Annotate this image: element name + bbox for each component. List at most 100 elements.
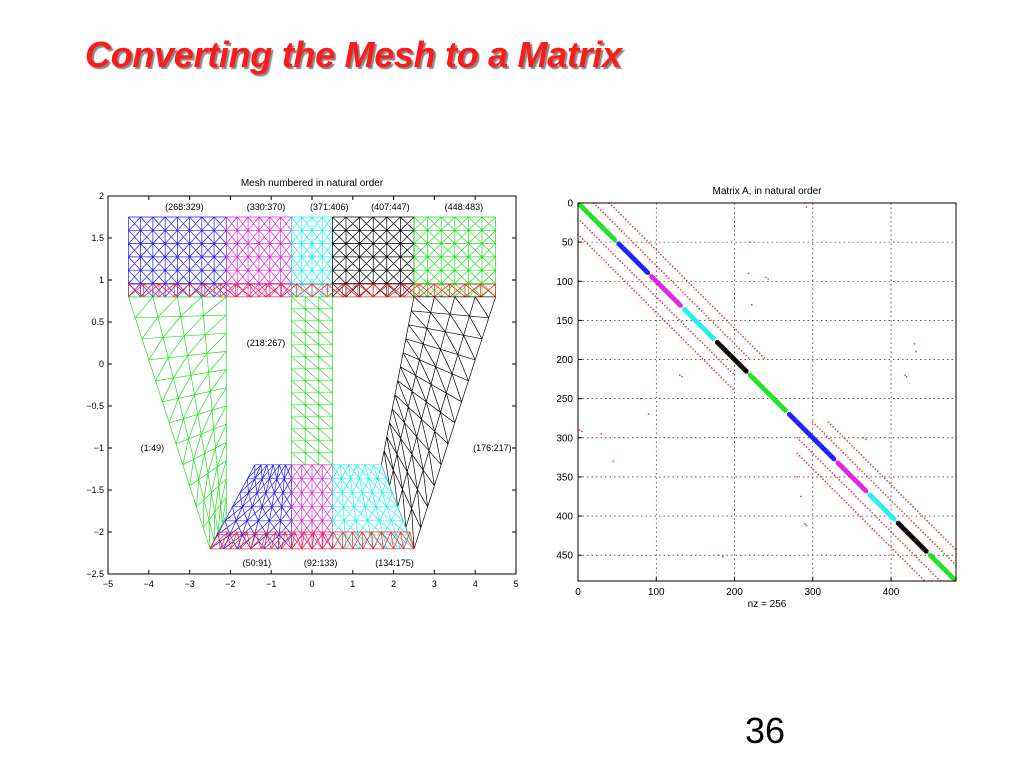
spy-diag-point — [672, 296, 675, 299]
spy-offdiag-point — [584, 224, 586, 227]
mesh-region-label: (330:370) — [247, 202, 286, 212]
spy-diag-point — [668, 293, 671, 295]
spy-diag-point — [719, 347, 722, 349]
spy-diag-point — [950, 574, 953, 577]
spy-diag-point — [874, 498, 877, 501]
spy-diag-point — [690, 314, 693, 317]
spy-offdiag-point — [659, 315, 661, 318]
spy-diag-point — [943, 569, 945, 571]
spy-diag-point — [805, 431, 808, 434]
spy-diag-point — [583, 207, 585, 210]
spy-diag-point — [946, 572, 949, 574]
spy-diag-point — [801, 426, 803, 429]
spy-diag-point — [923, 548, 926, 550]
spy-diag-point — [680, 304, 683, 307]
spy-diag-point — [878, 505, 881, 508]
spy-diag-point — [636, 262, 639, 264]
spy-diag-point — [810, 437, 812, 440]
spy-diag-point — [905, 531, 908, 534]
spy-diag-point — [881, 507, 884, 509]
spy-diag-point — [727, 350, 729, 352]
spy-diag-point — [619, 242, 621, 244]
spy-diag-point — [749, 373, 751, 376]
spy-diag-point — [707, 334, 709, 336]
spy-diag-point — [822, 446, 824, 448]
spy-offdiag-point — [900, 494, 902, 496]
spy-diag-point — [621, 249, 624, 251]
spy-diag-point — [873, 498, 876, 500]
spy-diag-point — [785, 409, 787, 412]
spy-offdiag-point — [675, 316, 678, 318]
spy-diag-point — [845, 468, 848, 470]
spy-diag-point — [735, 358, 737, 360]
spy-coupling-point — [600, 433, 603, 435]
spy-offdiag-point — [619, 260, 621, 262]
spy-diag-point — [796, 422, 798, 424]
spy-offdiag-point — [872, 466, 874, 468]
spy-diag-point — [611, 235, 614, 238]
spy-diag-point — [656, 282, 658, 284]
spy-diag-point — [871, 495, 873, 498]
spy-diag-point — [635, 262, 637, 264]
spy-diag-point — [825, 448, 827, 450]
spy-diag-point — [633, 260, 636, 263]
spy-diag-point — [597, 220, 600, 222]
spy-diag-point — [699, 325, 701, 327]
spy-diag-point — [667, 294, 669, 297]
spy-diag-point — [628, 255, 630, 257]
spy-diag-point — [707, 333, 710, 336]
spy-offdiag-point — [904, 545, 906, 547]
spy-offdiag-point — [744, 338, 747, 340]
spy-diag-point — [611, 234, 614, 236]
spy-diag-point — [586, 209, 589, 211]
spy-offdiag-point — [843, 484, 845, 486]
spy-diag-point — [695, 322, 697, 325]
spy-offdiag-point — [879, 473, 881, 475]
spy-offdiag-point — [920, 529, 922, 531]
spy-diag-point — [583, 210, 585, 213]
spy-offdiag-point — [945, 538, 947, 541]
spy-offdiag-point — [916, 572, 918, 574]
spy-diag-point — [661, 284, 664, 286]
spy-diag-point — [879, 506, 881, 509]
spy-diag-point — [831, 457, 834, 459]
spy-diag-point — [948, 574, 950, 576]
mesh-region-label: (50:91) — [243, 558, 272, 568]
mesh-xtick-label: 0 — [309, 579, 314, 589]
spy-diag-point — [688, 311, 690, 313]
spy-diag-point — [744, 370, 747, 372]
spy-diag-point — [934, 559, 937, 561]
spy-diag-point — [741, 365, 744, 368]
spy-diag-point — [639, 264, 641, 267]
spy-diag-point — [861, 485, 863, 488]
spy-offdiag-point — [603, 243, 605, 246]
spy-coupling-point — [679, 374, 681, 376]
spy-offdiag-point — [871, 527, 873, 530]
spy-offdiag-point — [650, 290, 652, 293]
spy-diag-point — [743, 370, 745, 372]
spy-offdiag-point — [810, 466, 812, 469]
spy-diag-point — [886, 513, 888, 516]
spy-diag-point — [581, 207, 584, 210]
spy-diag-point — [805, 432, 807, 434]
spy-diag-point — [622, 248, 625, 250]
spy-diag-point — [763, 390, 765, 393]
spy-diag-point — [818, 445, 820, 448]
spy-ytick-label: 200 — [556, 355, 573, 366]
spy-diag-point — [898, 525, 900, 527]
spy-xtick-label: 200 — [726, 587, 743, 598]
spy-diag-point — [952, 576, 954, 578]
spy-offdiag-point — [670, 279, 672, 282]
mesh-region-labels: (1:49)(50:91) (92:133) (134:175)(176:217)(… — [141, 202, 512, 568]
spy-diag-point — [904, 530, 906, 532]
spy-diag-point — [718, 343, 720, 346]
spy-diag-point — [794, 418, 796, 420]
spy-offdiag-point — [907, 501, 909, 503]
spy-diag-point — [606, 228, 608, 231]
spy-diag-point — [661, 288, 663, 290]
spy-diag-point — [740, 365, 743, 367]
spy-diag-point — [718, 346, 721, 348]
spy-diag-point — [805, 427, 807, 430]
spy-diag-point — [891, 519, 894, 521]
spy-diag-point — [671, 298, 673, 300]
